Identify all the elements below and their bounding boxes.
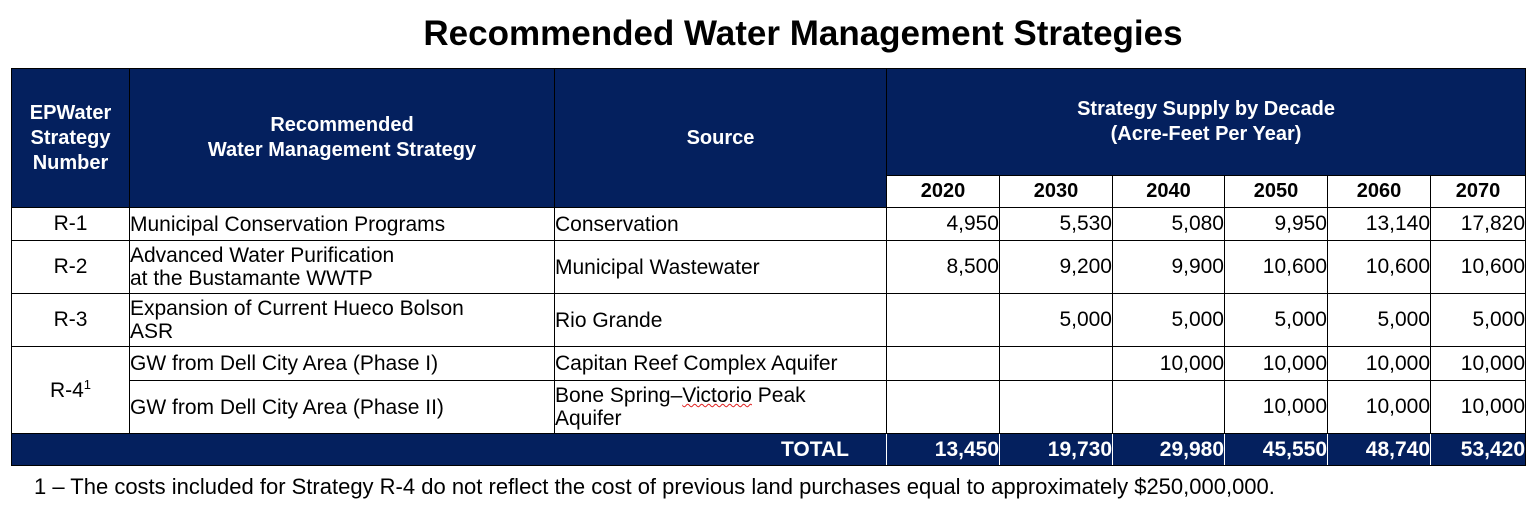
source-line1: Conservation bbox=[555, 212, 679, 236]
table-row: R-2 Advanced Water Purification at the Bu… bbox=[11, 240, 1527, 294]
supply-value bbox=[886, 293, 1000, 347]
supply-value: 10,000 bbox=[1429, 346, 1527, 381]
supply-value: 10,000 bbox=[1224, 380, 1328, 434]
strategy-number: R-3 bbox=[11, 293, 130, 347]
header-supply-line2: (Acre-Feet Per Year) bbox=[1110, 123, 1302, 145]
supply-value: 5,000 bbox=[1224, 293, 1328, 347]
strategy-name-line1: Advanced Water Purification bbox=[130, 244, 395, 267]
supply-value: 5,000 bbox=[1327, 293, 1431, 347]
year-header: 2070 bbox=[1429, 175, 1527, 208]
total-value: 53,420 bbox=[1429, 433, 1527, 466]
footnote-marker: 1 bbox=[83, 377, 92, 392]
year-header: 2060 bbox=[1327, 175, 1431, 208]
strategy-name-line2: at the Bustamante WWTP bbox=[130, 267, 373, 290]
strategy-source: Capitan Reef Complex Aquifer bbox=[554, 346, 887, 381]
source-line1-end: Peak bbox=[751, 384, 806, 407]
supply-value: 10,600 bbox=[1429, 240, 1527, 294]
strategy-number: R-1 bbox=[11, 207, 130, 241]
strategy-source: Municipal Wastewater bbox=[554, 240, 887, 294]
supply-value: 10,000 bbox=[1112, 346, 1225, 381]
header-strategy-line2: Water Management Strategy bbox=[207, 139, 477, 161]
supply-value: 10,000 bbox=[1327, 346, 1431, 381]
year-header: 2040 bbox=[1112, 175, 1225, 208]
supply-value: 5,080 bbox=[1112, 207, 1225, 241]
strategy-number-text: R-4 bbox=[49, 379, 84, 402]
supply-value: 10,600 bbox=[1224, 240, 1328, 294]
supply-value: 10,000 bbox=[1224, 346, 1328, 381]
supply-value: 4,950 bbox=[886, 207, 1000, 241]
total-value: 48,740 bbox=[1327, 433, 1431, 466]
total-value: 19,730 bbox=[999, 433, 1113, 466]
page-title: Recommended Water Management Strategies bbox=[423, 14, 1183, 53]
strategy-number: R-2 bbox=[11, 240, 130, 294]
header-number-line3: Number bbox=[32, 151, 109, 174]
total-label: TOTAL bbox=[11, 433, 887, 466]
strategy-name: Expansion of Current Hueco Bolson ASR bbox=[129, 293, 555, 347]
header-strategy: Recommended Water Management Strategy bbox=[129, 68, 555, 208]
supply-value bbox=[999, 346, 1113, 381]
strategy-name: Municipal Conservation Programs bbox=[129, 207, 555, 241]
supply-value: 9,200 bbox=[999, 240, 1113, 294]
total-value: 29,980 bbox=[1112, 433, 1225, 466]
supply-value bbox=[886, 380, 1000, 434]
supply-value: 17,820 bbox=[1429, 207, 1527, 241]
strategy-source: Rio Grande bbox=[554, 293, 887, 347]
year-header: 2030 bbox=[999, 175, 1113, 208]
footnote: 1 – The costs included for Strategy R-4 … bbox=[34, 474, 1275, 499]
strategy-name-line1: Municipal Conservation Programs bbox=[130, 212, 446, 236]
strategy-number: R-41 bbox=[11, 346, 130, 434]
source-line1: Municipal Wastewater bbox=[555, 255, 760, 279]
supply-value: 9,950 bbox=[1224, 207, 1328, 241]
supply-value: 9,900 bbox=[1112, 240, 1225, 294]
strategy-source: Bone Spring–Victorio Peak Aquifer bbox=[554, 380, 887, 434]
header-supply: Strategy Supply by Decade (Acre-Feet Per… bbox=[885, 68, 1527, 176]
supply-value bbox=[1112, 380, 1225, 434]
supply-value: 10,600 bbox=[1327, 240, 1431, 294]
strategy-name-line2: ASR bbox=[130, 320, 174, 343]
supply-value bbox=[999, 380, 1113, 434]
table-row: R-1 Municipal Conservation Programs Cons… bbox=[11, 207, 1527, 241]
source-line2: Aquifer bbox=[555, 407, 622, 430]
supply-value: 10,000 bbox=[1429, 380, 1527, 434]
supply-value: 8,500 bbox=[886, 240, 1000, 294]
strategy-source: Conservation bbox=[554, 207, 887, 241]
supply-value: 5,000 bbox=[1429, 293, 1527, 347]
strategy-name: GW from Dell City Area (Phase II) bbox=[129, 380, 555, 434]
supply-value: 5,530 bbox=[999, 207, 1113, 241]
header-strategy-line1: Recommended bbox=[270, 114, 414, 136]
supply-value: 5,000 bbox=[1112, 293, 1225, 347]
header-strategy-number: EPWater Strategy Number bbox=[11, 68, 130, 208]
total-row: TOTAL 13,450 19,730 29,980 45,550 48,740… bbox=[11, 433, 1527, 466]
header-number-line2: Strategy bbox=[30, 126, 111, 149]
strategy-name-line1: Expansion of Current Hueco Bolson bbox=[130, 297, 464, 320]
year-header: 2050 bbox=[1224, 175, 1328, 208]
header-number-line1: EPWater bbox=[29, 101, 112, 124]
table-row: GW from Dell City Area (Phase II) Bone S… bbox=[12, 380, 1527, 434]
source-line1-start: Bone Spring– bbox=[555, 384, 683, 407]
header-supply-line1: Strategy Supply by Decade bbox=[1077, 98, 1335, 120]
header-source: Source bbox=[554, 68, 887, 208]
year-header: 2020 bbox=[886, 175, 1000, 208]
table-row: R-41 GW from Dell City Area (Phase I) Ca… bbox=[11, 346, 1527, 434]
supply-value bbox=[886, 346, 1000, 381]
supply-value: 10,000 bbox=[1327, 380, 1431, 434]
total-value: 13,450 bbox=[886, 433, 1000, 466]
spellcheck-marked-word: Victorio bbox=[682, 384, 752, 407]
supply-value: 5,000 bbox=[999, 293, 1113, 347]
strategies-table: EPWater Strategy Number Recommended Wate… bbox=[11, 68, 1527, 466]
source-line1: Capitan Reef Complex Aquifer bbox=[555, 352, 838, 375]
strategy-name: Advanced Water Purification at the Bustam… bbox=[129, 240, 555, 294]
source-line1: Rio Grande bbox=[555, 308, 663, 332]
table-row: R-3 Expansion of Current Hueco Bolson ASR… bbox=[11, 293, 1527, 347]
supply-value: 13,140 bbox=[1327, 207, 1431, 241]
strategy-name: GW from Dell City Area (Phase I) bbox=[129, 346, 555, 381]
total-value: 45,550 bbox=[1224, 433, 1328, 466]
